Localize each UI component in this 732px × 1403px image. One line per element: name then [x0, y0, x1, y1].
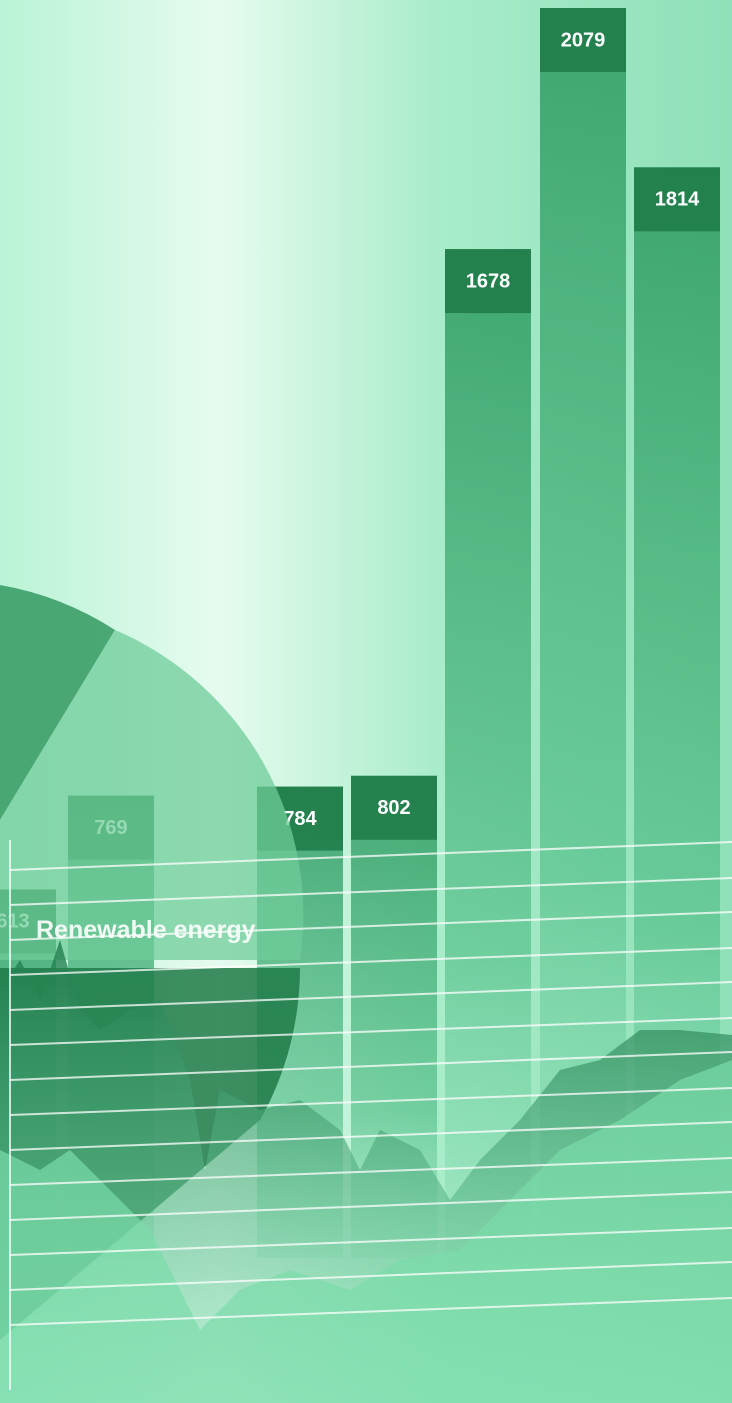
area-front [0, 1060, 732, 1403]
bar [445, 249, 531, 1258]
chart-title: Renewable energy [36, 916, 256, 944]
bar [540, 8, 626, 1258]
decor-lines [9, 840, 732, 1390]
value-label: 802 [377, 797, 410, 819]
value-label: 1814 [655, 189, 700, 211]
pie-slice [0, 585, 115, 820]
bar-cap [351, 775, 437, 840]
bar-cap [634, 167, 720, 232]
bar-cap [540, 8, 626, 72]
value-label: 1678 [466, 270, 511, 292]
pie-slice [0, 630, 304, 960]
value-label: 2079 [561, 29, 606, 51]
value-label: 784 [283, 808, 317, 830]
bar-cap [445, 249, 531, 314]
